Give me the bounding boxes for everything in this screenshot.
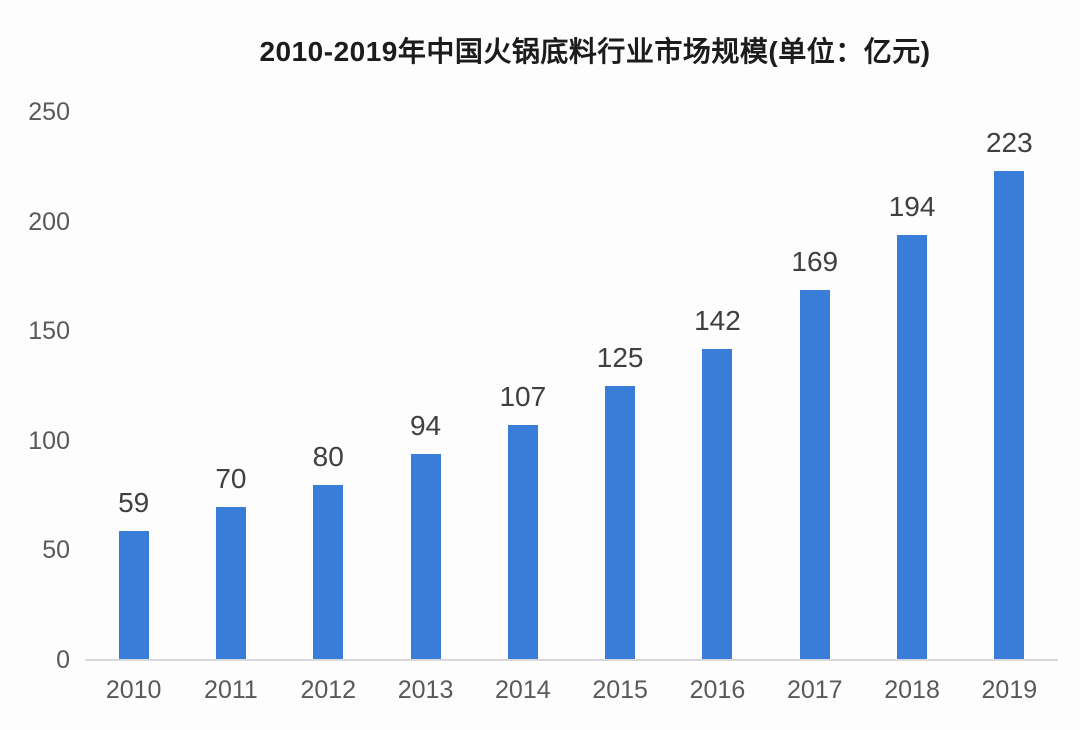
bar-value-label: 94: [409, 409, 442, 441]
bar-value-label: 107: [499, 381, 547, 413]
bar-2019: [994, 171, 1025, 660]
chart-title: 2010-2019年中国火锅底料行业市场规模(单位：亿元): [259, 36, 931, 67]
bar-2010: [118, 530, 149, 660]
bar-value-label: 70: [215, 462, 247, 494]
y-tick-label: 250: [28, 98, 70, 126]
x-tick-label: 2016: [689, 676, 746, 704]
bar-value-label: 169: [791, 245, 839, 277]
y-tick-label: 150: [28, 317, 70, 346]
bar-value-label: 59: [118, 486, 150, 518]
x-tick-label: 2019: [981, 676, 1038, 704]
bar-2012: [313, 484, 344, 660]
bar-value-label: 80: [312, 440, 344, 472]
bar-2018: [897, 234, 928, 660]
bar-value-label: 223: [985, 127, 1033, 159]
bar-2017: [799, 289, 830, 660]
y-tick-label: 100: [28, 426, 70, 455]
bar-2014: [507, 425, 538, 660]
x-tick-label: 2018: [884, 676, 940, 704]
x-tick-label: 2015: [592, 676, 648, 704]
bar-2013: [410, 453, 441, 660]
bar-value-label: 142: [694, 304, 741, 336]
bar-value-label: 194: [888, 190, 936, 222]
x-tick-label: 2017: [786, 676, 843, 704]
y-tick-label: 50: [42, 536, 70, 565]
y-tick-label: 200: [28, 207, 70, 236]
x-axis-line: [85, 659, 1058, 661]
x-tick-label: 2014: [495, 676, 551, 704]
bar-value-label: 125: [596, 342, 644, 373]
x-tick-label: 2011: [204, 676, 258, 704]
bar-2011: [215, 506, 246, 660]
x-tick-label: 2012: [300, 676, 357, 704]
x-tick-label: 2013: [397, 676, 454, 704]
y-tick-label: 0: [56, 646, 70, 674]
bar-2016: [702, 348, 733, 660]
bar-2015: [605, 386, 636, 660]
x-tick-label: 2010: [105, 676, 162, 704]
